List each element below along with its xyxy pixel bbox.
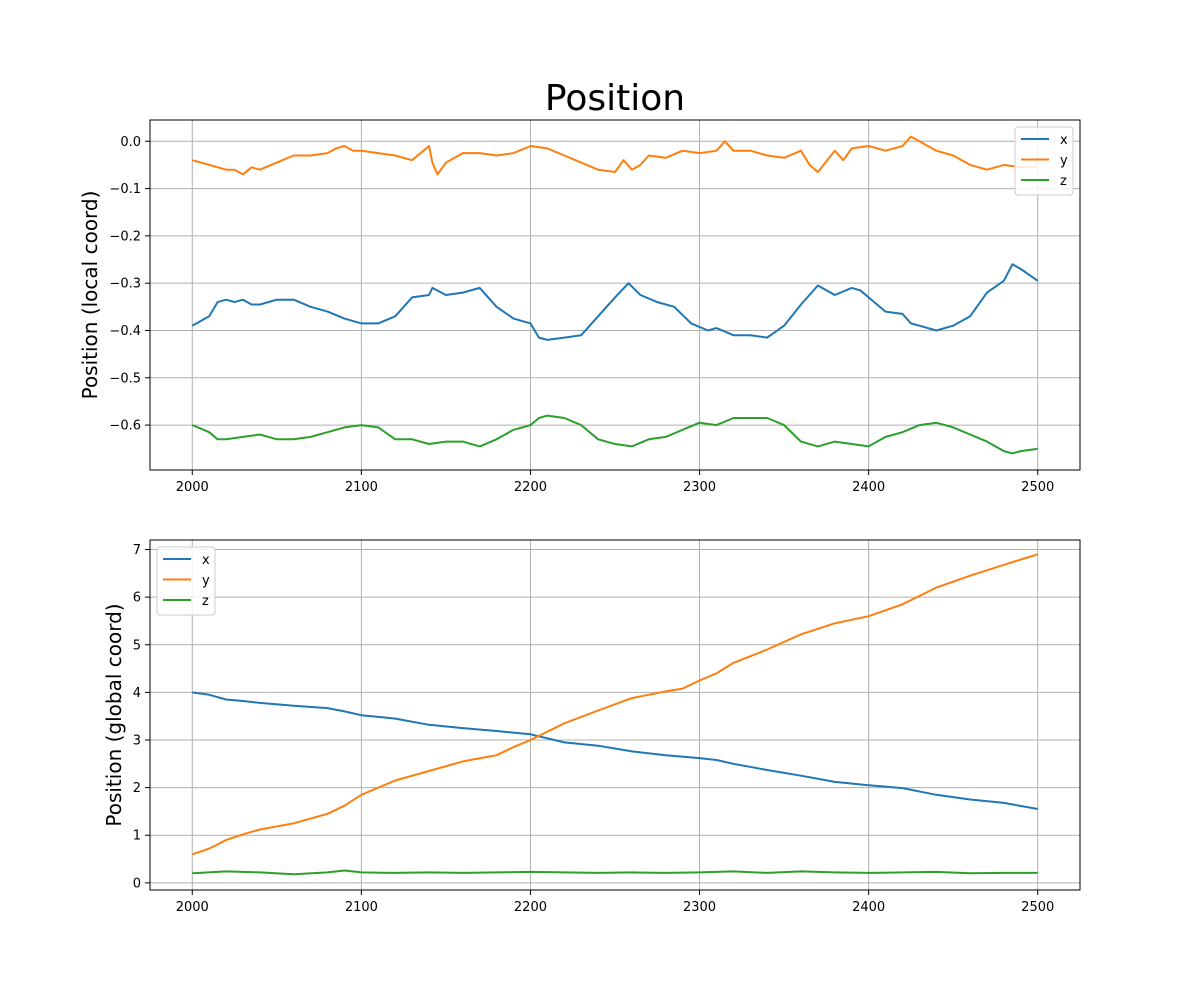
- x-tick-label: 2100: [345, 480, 378, 495]
- x-tick-label: 2200: [514, 480, 547, 495]
- y-tick-label: 7: [133, 543, 141, 558]
- x-tick-label: 2400: [852, 480, 885, 495]
- x-tick-label: 2300: [683, 480, 716, 495]
- x-tick-label: 2400: [852, 900, 885, 915]
- legend-label-x: x: [202, 553, 210, 568]
- legend-label-z: z: [1060, 174, 1067, 189]
- y-tick-label: −0.2: [109, 229, 141, 244]
- series-line-y: [191, 553, 1038, 856]
- y-tick-label: −0.3: [109, 277, 141, 292]
- legend: xyz: [156, 546, 216, 616]
- y-axis-label: Position (global coord): [102, 603, 126, 826]
- series-line-z: [192, 869, 1038, 876]
- y-tick-label: 2: [133, 781, 141, 796]
- x-tick-label: 2500: [1021, 900, 1054, 915]
- x-tick-label: 2200: [514, 900, 547, 915]
- y-tick-label: −0.1: [109, 182, 141, 197]
- y-tick-label: 0: [133, 876, 141, 891]
- x-tick-label: 2000: [176, 900, 209, 915]
- legend-label-y: y: [1060, 154, 1068, 169]
- y-tick-label: −0.6: [109, 419, 141, 434]
- series-line-y: [192, 135, 1038, 176]
- legend-label-y: y: [202, 574, 210, 589]
- legend-box: [156, 546, 216, 616]
- y-tick-label: 5: [133, 638, 141, 653]
- series-line-x: [191, 263, 1039, 341]
- axes-frame: [149, 539, 1081, 891]
- axes-2: 2000 2100 2200 2300 2400 2500 0 1 2 3 4 5 6 7 Position…: [102, 539, 1081, 915]
- x-tick-label: 2100: [345, 900, 378, 915]
- axes-1: 2000 2100 2200 2300 2400 2500 0.0 −0.1 −0.2 −0.3 −…: [78, 119, 1081, 495]
- y-tick-label: 1: [133, 829, 141, 844]
- legend-box: [1014, 126, 1074, 196]
- x-tick-label: 2500: [1021, 480, 1054, 495]
- y-tick-label: 4: [133, 686, 141, 701]
- figure-title: Position: [544, 78, 686, 119]
- series-line-z: [191, 414, 1038, 455]
- y-tick-label: −0.5: [109, 371, 141, 386]
- series-line-x: [192, 691, 1038, 810]
- y-axis-label: Position (local coord): [78, 191, 102, 400]
- x-tick-label: 2000: [176, 480, 209, 495]
- legend-label-z: z: [202, 594, 209, 609]
- axes-frame: [149, 119, 1081, 471]
- y-tick-label: 3: [133, 734, 141, 749]
- x-tick-label: 2300: [683, 900, 716, 915]
- y-tick-label: 0.0: [120, 135, 141, 150]
- y-tick-label: 6: [133, 591, 141, 606]
- legend: xyz: [1014, 126, 1074, 196]
- y-tick-label: −0.4: [109, 324, 141, 339]
- legend-label-x: x: [1060, 133, 1068, 148]
